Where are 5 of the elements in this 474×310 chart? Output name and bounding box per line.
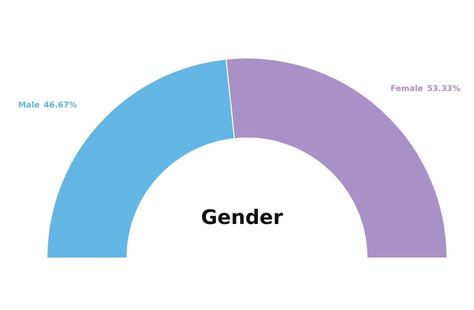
text: Gender [201, 205, 284, 229]
data-label: 53.33% [427, 84, 460, 93]
data-label: 46.67% [44, 100, 78, 109]
slice-label: Female [390, 84, 424, 93]
slice-label: Male [18, 100, 40, 109]
